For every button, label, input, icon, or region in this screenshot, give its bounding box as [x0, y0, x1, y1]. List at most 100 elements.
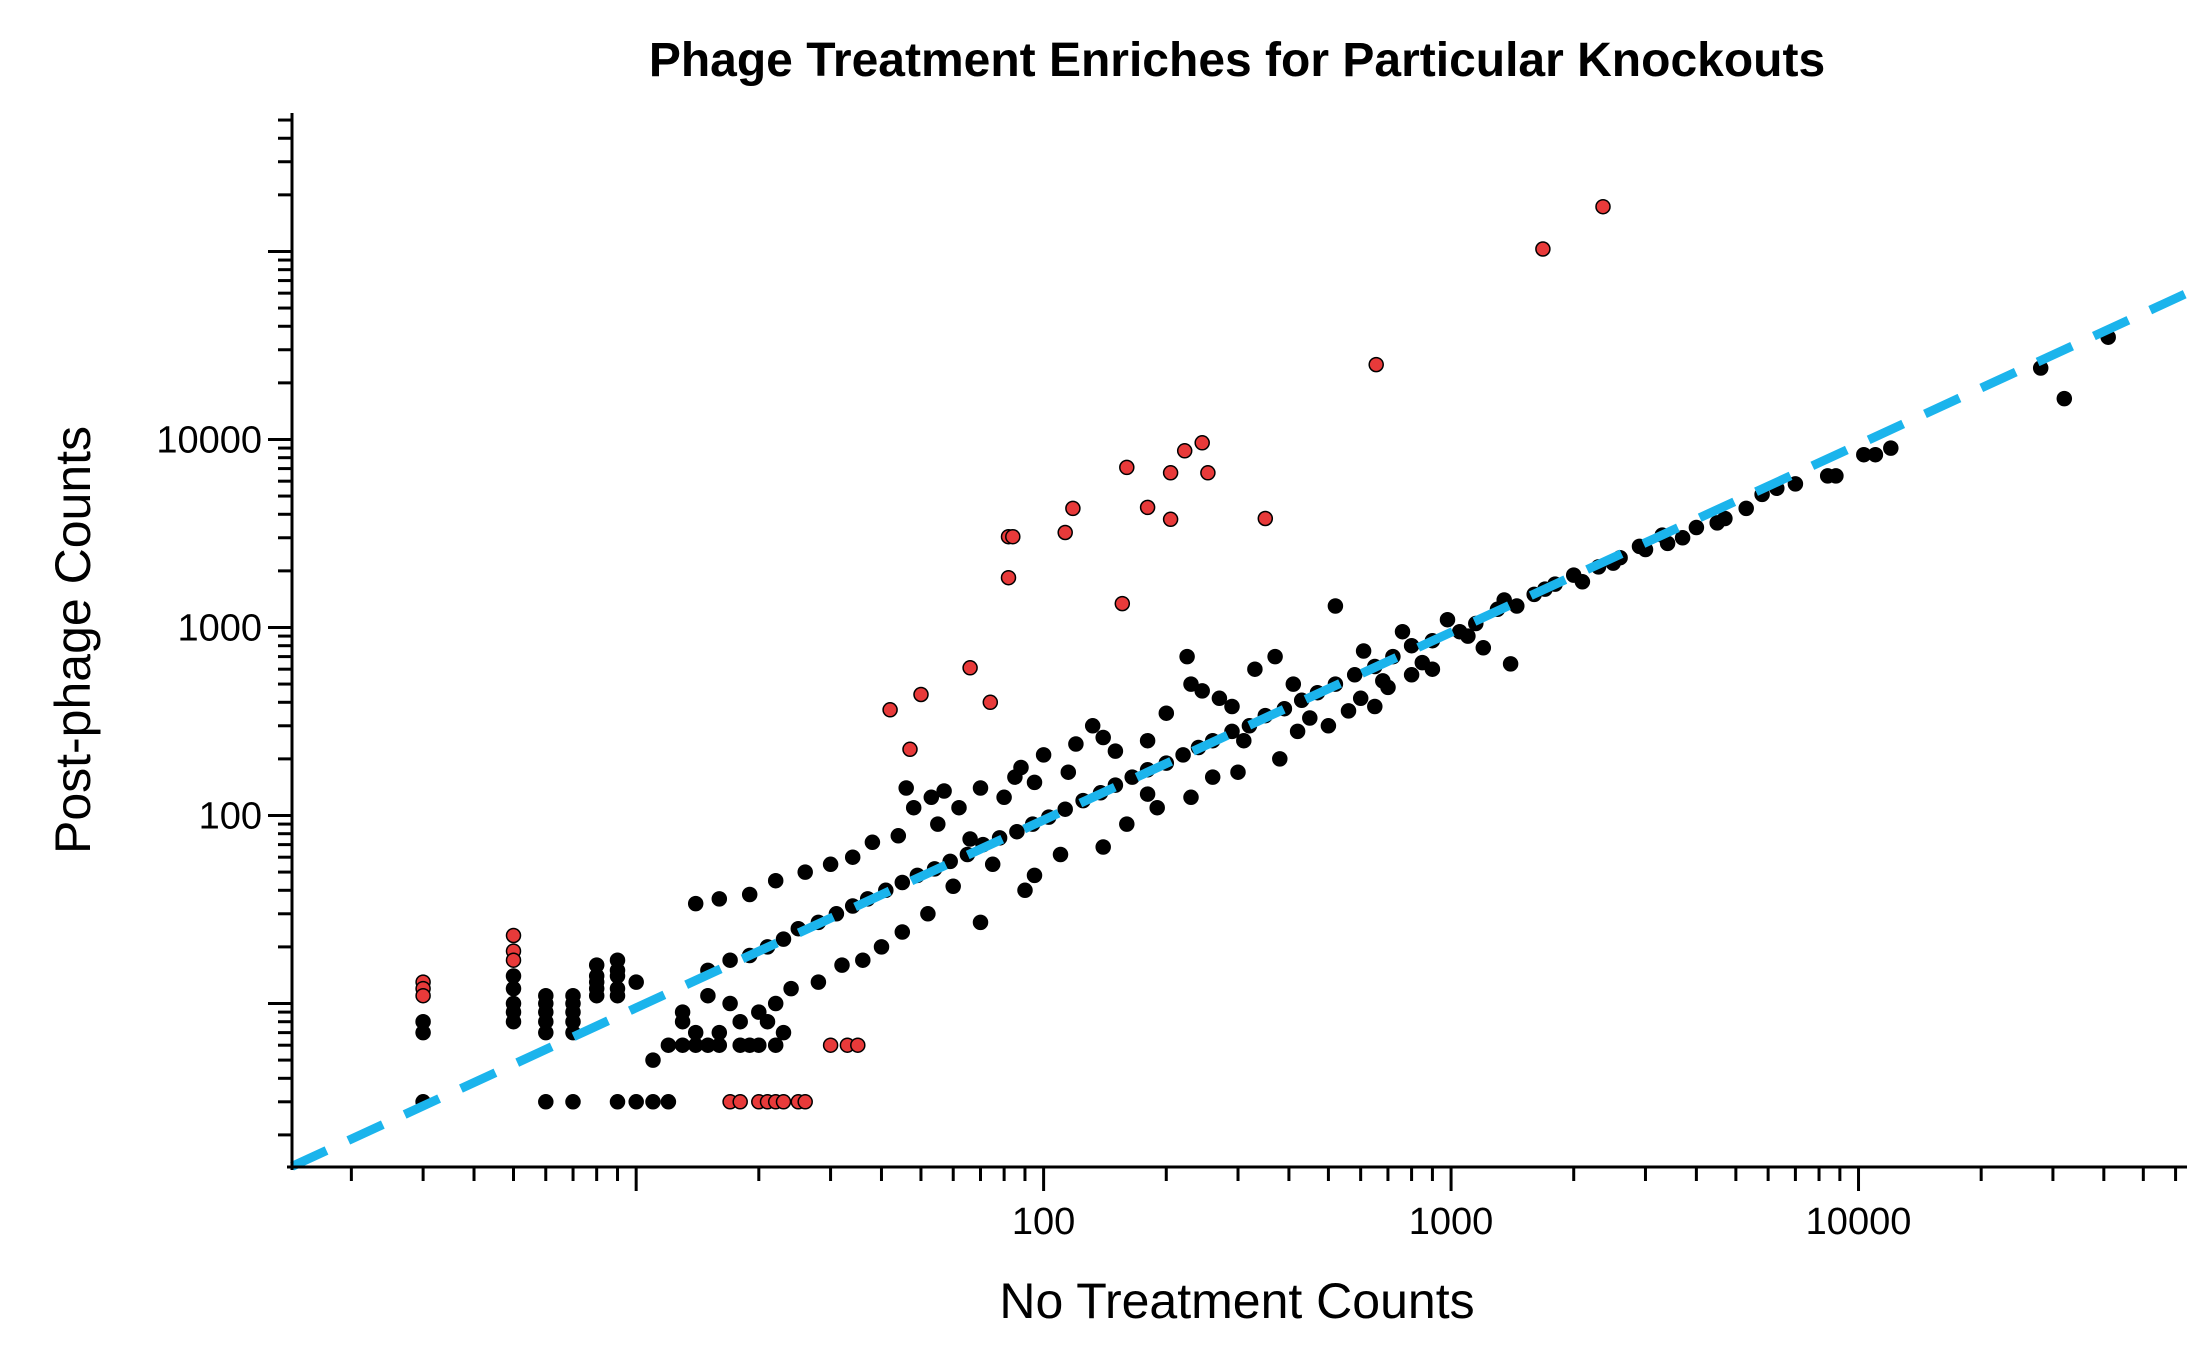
data-point — [741, 886, 758, 903]
data-point — [905, 799, 922, 816]
enriched-point — [1139, 499, 1156, 516]
data-point — [1346, 667, 1363, 683]
data-point — [1340, 703, 1357, 719]
data-point — [962, 831, 978, 847]
enriched-point — [1368, 356, 1384, 373]
enriched-point — [1065, 500, 1081, 517]
data-point — [1285, 676, 1302, 692]
data-point — [1320, 718, 1337, 734]
data-point — [711, 1037, 728, 1053]
enriched-point — [505, 952, 522, 968]
data-point — [1194, 683, 1210, 699]
data-point — [1204, 769, 1221, 785]
data-point — [1403, 667, 1420, 683]
data-point — [936, 783, 952, 799]
enriched-point — [1005, 528, 1021, 545]
data-point — [834, 957, 850, 973]
data-point — [609, 1094, 626, 1110]
data-point — [1403, 637, 1420, 654]
data-point — [1674, 530, 1691, 546]
data-point — [538, 1024, 554, 1041]
data-point — [1095, 729, 1111, 746]
data-point — [1355, 643, 1372, 659]
data-point — [1502, 656, 1519, 672]
enriched-point — [797, 1094, 813, 1110]
data-point — [1183, 676, 1199, 692]
enriched-point — [962, 660, 978, 676]
data-point — [687, 1024, 704, 1041]
data-point — [898, 780, 914, 796]
enriched-point — [732, 1094, 748, 1110]
data-point — [844, 849, 861, 865]
data-point — [920, 906, 936, 922]
data-point — [1380, 679, 1396, 696]
data-point — [894, 924, 911, 940]
data-point — [1236, 732, 1252, 749]
data-point — [951, 799, 967, 816]
data-point — [822, 856, 839, 873]
data-point — [1119, 816, 1135, 832]
enriched-point — [822, 1037, 839, 1053]
data-point — [1068, 736, 1084, 752]
enriched-point — [902, 741, 918, 758]
reference-line — [290, 289, 2187, 1171]
data-point — [1856, 446, 1872, 463]
data-point — [1475, 640, 1492, 656]
y-tick-label: 1000 — [177, 607, 262, 649]
y-tick-label: 10000 — [156, 419, 262, 461]
data-point — [1267, 648, 1283, 665]
data-point — [864, 834, 881, 851]
enriched-point — [1119, 459, 1135, 476]
data-point — [775, 931, 792, 947]
x-axis-ticks: 100 1000 10000 — [349, 1167, 2178, 1243]
enriched-point — [1114, 595, 1131, 612]
data-point — [1247, 661, 1263, 677]
data-point — [767, 872, 784, 889]
data-point — [1026, 774, 1043, 791]
data-point — [1230, 764, 1246, 780]
data-point — [1224, 723, 1240, 740]
data-point — [645, 1052, 661, 1068]
data-point — [797, 864, 813, 880]
data-point — [588, 987, 605, 1004]
enriched-point — [1162, 511, 1179, 528]
data-point — [1272, 751, 1288, 767]
data-point — [565, 1094, 581, 1110]
data-point — [1787, 476, 1804, 492]
enriched-point — [775, 1094, 792, 1110]
data-point — [415, 1024, 431, 1041]
data-point — [674, 1037, 691, 1053]
data-point — [660, 1094, 677, 1110]
data-point — [1883, 440, 1899, 456]
enriched-point — [913, 686, 929, 703]
data-point — [783, 980, 799, 997]
data-point — [1738, 500, 1754, 517]
data-point — [984, 856, 1001, 873]
data-point — [674, 1013, 691, 1030]
data-point — [923, 789, 940, 806]
data-point — [1035, 747, 1052, 763]
data-point — [972, 914, 989, 931]
data-point — [751, 1004, 767, 1020]
data-point — [930, 816, 946, 832]
data-point — [1211, 690, 1228, 707]
data-point — [1439, 611, 1456, 628]
y-tick-label: 100 — [199, 795, 262, 837]
data-point — [1352, 690, 1369, 707]
x-axis-label: No Treatment Counts — [999, 1273, 1474, 1329]
y-axis-label: Post-phage Counts — [45, 426, 101, 854]
data-point — [628, 974, 644, 990]
data-point — [2056, 390, 2073, 407]
data-point — [700, 987, 716, 1004]
data-point — [1057, 801, 1073, 817]
data-point — [1709, 515, 1725, 531]
enriched-point — [1200, 465, 1216, 481]
data-point — [722, 952, 738, 968]
data-point — [505, 980, 522, 997]
data-point — [894, 874, 911, 891]
data-point — [1052, 846, 1069, 863]
data-point — [1179, 648, 1195, 665]
enriched-point — [882, 702, 898, 718]
